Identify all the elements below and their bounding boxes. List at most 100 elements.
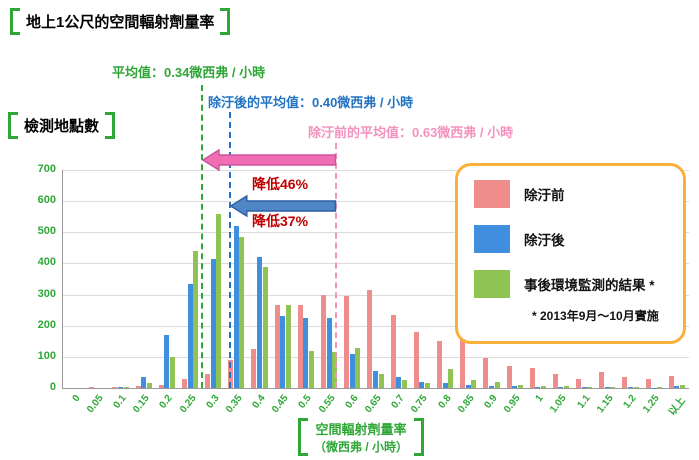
bar-事後環境監測的結果 bbox=[540, 385, 546, 388]
bar-事後環境監測的結果 bbox=[587, 386, 593, 388]
bar-事後環境監測的結果 bbox=[332, 352, 338, 388]
bar-事後環境監測的結果 bbox=[564, 386, 570, 388]
mean-before-annotation: 除汙前的平均值：0.63微西弗 / 小時 bbox=[308, 125, 514, 140]
bar-事後環境監測的結果 bbox=[309, 350, 315, 388]
bar-除汙前 bbox=[645, 378, 651, 388]
bar-除汙前 bbox=[181, 378, 187, 388]
bar-事後環境監測的結果 bbox=[262, 266, 268, 388]
y-axis-tick-label: 0 bbox=[49, 381, 56, 393]
legend-item-before: 除汙前 bbox=[474, 180, 675, 208]
bar-除汙前 bbox=[460, 328, 466, 388]
bar-除汙前 bbox=[321, 294, 327, 388]
bar-除汙前 bbox=[622, 377, 628, 388]
mean-line-除汙前平均值 bbox=[335, 143, 338, 388]
bar-除汙前 bbox=[89, 387, 95, 388]
legend-label-before: 除汙前 bbox=[524, 188, 565, 203]
bar-事後環境監測的結果 bbox=[680, 384, 685, 388]
legend: 除汙前 除汙後 事後環境監測的結果 * * 2013年9月～10月實施 bbox=[455, 163, 686, 344]
y-axis-tick-label: 600 bbox=[37, 194, 56, 207]
bar-除汙後 bbox=[465, 384, 471, 388]
bar-除汙前 bbox=[251, 349, 257, 388]
bar-除汙前 bbox=[158, 384, 164, 388]
y-axis-tick-label: 700 bbox=[37, 163, 56, 175]
bar-事後環境監測的結果 bbox=[517, 384, 523, 388]
y-axis-tick-label: 200 bbox=[37, 318, 56, 331]
y-axis-tick-label: 300 bbox=[37, 287, 56, 300]
bar-除汙前 bbox=[668, 375, 674, 388]
bar-除汙後 bbox=[233, 226, 239, 388]
bar-除汙後 bbox=[488, 385, 494, 388]
bar-除汙前 bbox=[297, 305, 303, 388]
bar-除汙前 bbox=[506, 366, 512, 388]
bar-除汙後 bbox=[280, 316, 286, 388]
right-bracket-icon bbox=[105, 112, 116, 139]
bar-除汙後 bbox=[326, 317, 332, 388]
bar-除汙後 bbox=[303, 317, 309, 388]
bar-事後環境監測的結果 bbox=[378, 374, 384, 388]
legend-label-after: 除汙後 bbox=[524, 233, 565, 248]
left-bracket-icon bbox=[298, 418, 308, 456]
bar-除汙後 bbox=[535, 386, 541, 388]
bar-除汙前 bbox=[228, 359, 234, 388]
bar-除汙後 bbox=[442, 383, 448, 388]
bar-事後環境監測的結果 bbox=[424, 383, 430, 388]
gridline bbox=[63, 263, 689, 265]
left-bracket-icon bbox=[10, 8, 20, 35]
bar-除汙前 bbox=[483, 358, 489, 388]
bar-除汙前 bbox=[552, 374, 558, 388]
right-bracket-icon bbox=[414, 418, 425, 456]
bar-除汙後 bbox=[373, 370, 378, 388]
bar-事後環境監測的結果 bbox=[216, 213, 222, 388]
bar-事後環境監測的結果 bbox=[355, 347, 361, 388]
bar-除汙後 bbox=[396, 377, 402, 388]
bar-除汙前 bbox=[205, 374, 211, 388]
y-axis-tick-label: 400 bbox=[37, 256, 56, 269]
legend-item-after: 除汙後 bbox=[474, 225, 675, 253]
legend-swatch-after bbox=[474, 225, 510, 253]
bar-除汙前 bbox=[529, 367, 535, 388]
y-axis-title-text: 檢測地點數 bbox=[24, 118, 100, 135]
bar-除汙後 bbox=[581, 387, 587, 388]
legend-swatch-monitoring bbox=[474, 270, 510, 298]
bar-事後環境監測的結果 bbox=[471, 380, 477, 388]
bar-除汙前 bbox=[344, 296, 350, 388]
x-axis-title: 空間輻射劑量率 （微西弗 / 小時） bbox=[298, 418, 425, 456]
legend-swatch-before bbox=[474, 180, 510, 208]
chart-title-text: 地上1公尺的空間輻射劑量率 bbox=[26, 14, 215, 31]
bar-事後環境監測的結果 bbox=[401, 380, 407, 388]
chart-title: 地上1公尺的空間輻射劑量率 bbox=[10, 8, 231, 35]
gridline bbox=[63, 170, 689, 171]
y-axis-tick-label: 500 bbox=[37, 225, 56, 238]
bar-除汙後 bbox=[210, 258, 216, 388]
y-axis-title: 檢測地點數 bbox=[8, 112, 116, 139]
legend-item-monitoring: 事後環境監測的結果 * bbox=[474, 270, 675, 298]
bar-除汙前 bbox=[413, 331, 419, 388]
bar-事後環境監測的結果 bbox=[633, 387, 639, 388]
bar-事後環境監測的結果 bbox=[193, 250, 199, 388]
bar-事後環境監測的結果 bbox=[656, 387, 662, 388]
bar-除汙前 bbox=[112, 387, 118, 388]
bar-除汙前 bbox=[390, 314, 396, 388]
bar-除汙後 bbox=[628, 387, 634, 388]
bar-事後環境監測的結果 bbox=[123, 387, 129, 388]
bar-除汙前 bbox=[135, 386, 141, 388]
mean-monitoring-annotation: 平均值：0.34微西弗 / 小時 bbox=[112, 65, 266, 80]
bar-事後環境監測的結果 bbox=[448, 369, 454, 388]
gridline bbox=[63, 232, 689, 234]
bar-事後環境監測的結果 bbox=[494, 381, 500, 388]
legend-note: * 2013年9月～10月實施 bbox=[532, 309, 659, 323]
bar-除汙後 bbox=[349, 353, 355, 388]
reduction-46-label: 降低46% bbox=[252, 176, 309, 192]
bar-除汙後 bbox=[674, 386, 680, 388]
bar-除汙後 bbox=[558, 387, 564, 388]
bar-除汙後 bbox=[187, 283, 193, 388]
gridline bbox=[63, 325, 689, 327]
bar-除汙前 bbox=[576, 378, 582, 388]
reduction-37-label: 降低37% bbox=[252, 213, 309, 229]
gridline bbox=[63, 294, 689, 296]
mean-line-事後環境監測平均值 bbox=[200, 85, 203, 388]
arrow-46-icon bbox=[201, 148, 337, 172]
bar-除汙後 bbox=[512, 386, 518, 388]
bar-除汙前 bbox=[367, 289, 373, 388]
